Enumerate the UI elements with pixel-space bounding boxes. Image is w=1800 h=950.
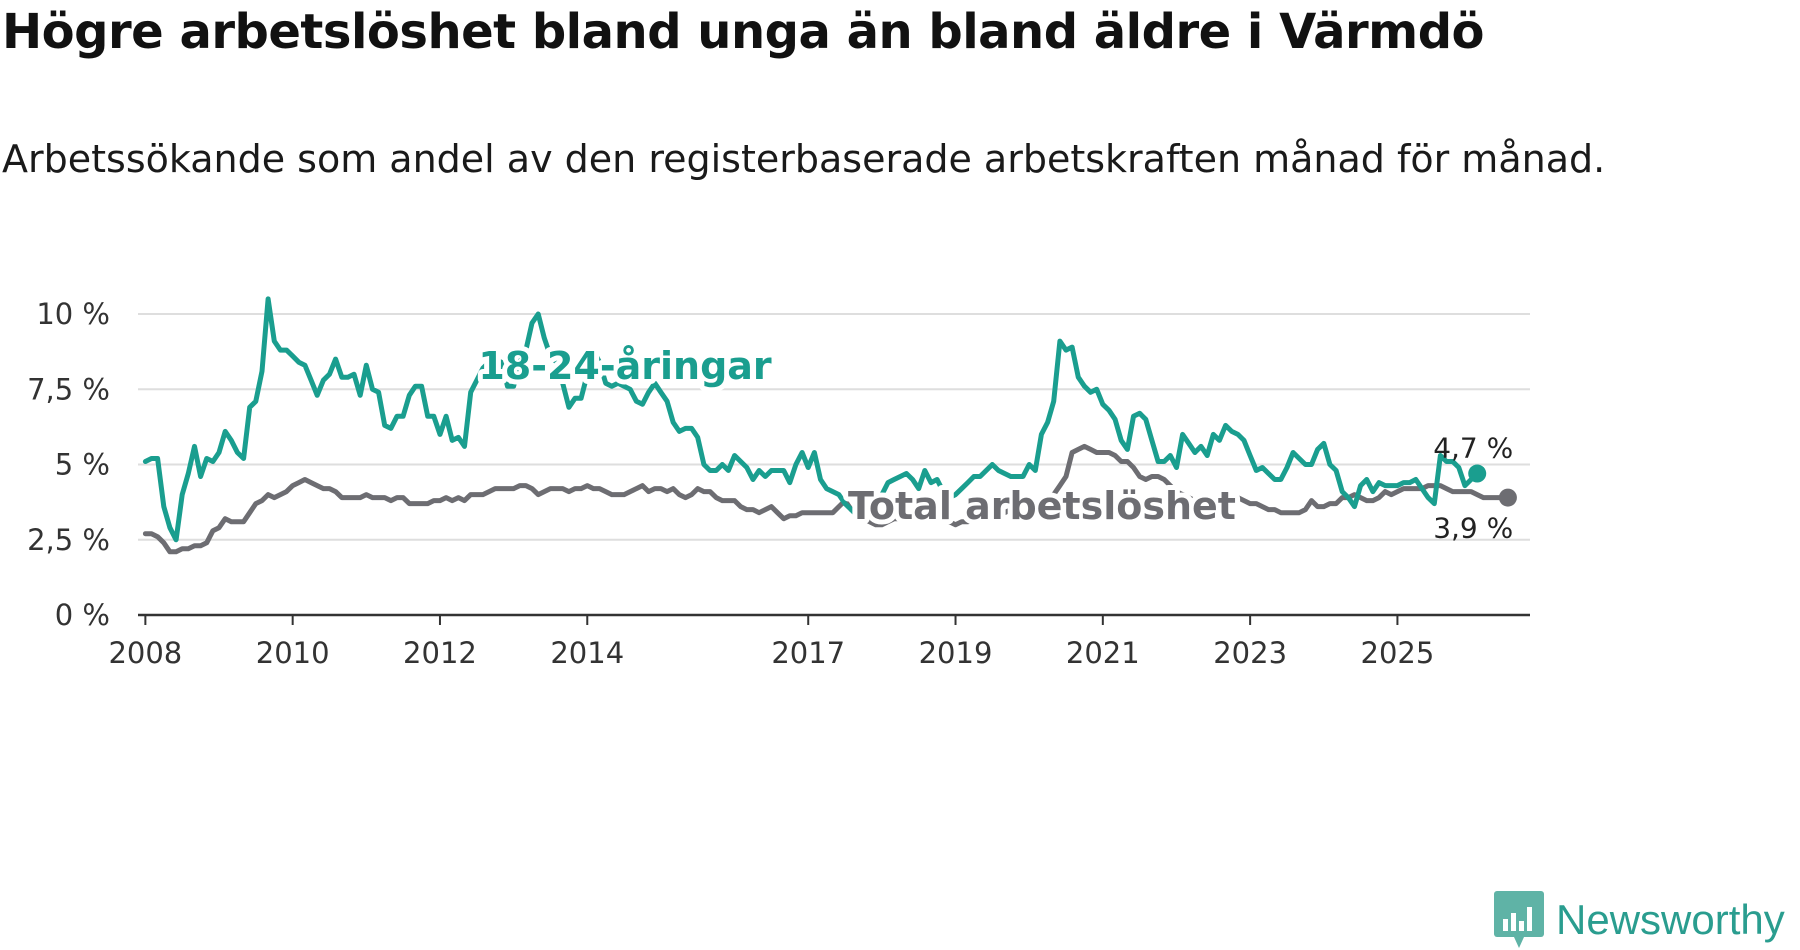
y-tick-label: 10 % xyxy=(36,297,110,331)
series-label-18-24: 18-24-åringar xyxy=(478,344,772,388)
x-tick-label: 2012 xyxy=(403,636,477,670)
y-tick-label: 2,5 % xyxy=(27,523,110,557)
x-tick-label: 2014 xyxy=(550,636,624,670)
series-label-total-halo: Total arbetslöshet xyxy=(848,484,1236,528)
x-tick-label: 2010 xyxy=(256,636,330,670)
x-tick-label: 2008 xyxy=(108,636,182,670)
y-axis-ticks: 0 % 2,5 % 5 % 7,5 % 10 % xyxy=(27,297,110,632)
series-lines xyxy=(142,296,1517,555)
x-tick-label: 2019 xyxy=(919,636,993,670)
series-line-18-24 xyxy=(142,296,1480,543)
end-label-18-24: 4,7 % xyxy=(1433,432,1513,465)
series-label-total: Total arbetslöshet xyxy=(848,484,1236,528)
x-tick-label: 2017 xyxy=(771,636,845,670)
newsworthy-logo: Newsworthy xyxy=(1494,890,1785,950)
newsworthy-logo-icon xyxy=(1494,891,1544,948)
y-tick-label: 5 % xyxy=(55,448,110,482)
chart-title: Högre arbetslöshet bland unga än bland ä… xyxy=(2,4,1485,60)
x-tick-label: 2025 xyxy=(1361,636,1435,670)
series-label-18-24-halo: 18-24-åringar xyxy=(478,344,772,388)
series-line-total-end-dot xyxy=(1498,488,1517,507)
end-label-total: 3,9 % xyxy=(1433,512,1513,545)
x-axis: 2008 2010 2012 2014 2017 2019 2021 2023 2025 xyxy=(108,613,1530,670)
x-tick-label: 2023 xyxy=(1213,636,1287,670)
series-labels: 4,7 %3,9 %18-24-åringar18-24-åringarTota… xyxy=(473,339,1513,545)
x-tick-label: 2021 xyxy=(1066,636,1140,670)
newsworthy-logo-text: Newsworthy xyxy=(1556,896,1785,943)
chart-subtitle: Arbetssökande som andel av den registerb… xyxy=(2,137,1606,181)
y-tick-label: 0 % xyxy=(55,598,110,632)
series-line-18-24-end-dot xyxy=(1468,464,1487,483)
gridlines xyxy=(138,313,1530,541)
series-line-total xyxy=(142,443,1511,555)
y-tick-label: 7,5 % xyxy=(27,372,110,406)
